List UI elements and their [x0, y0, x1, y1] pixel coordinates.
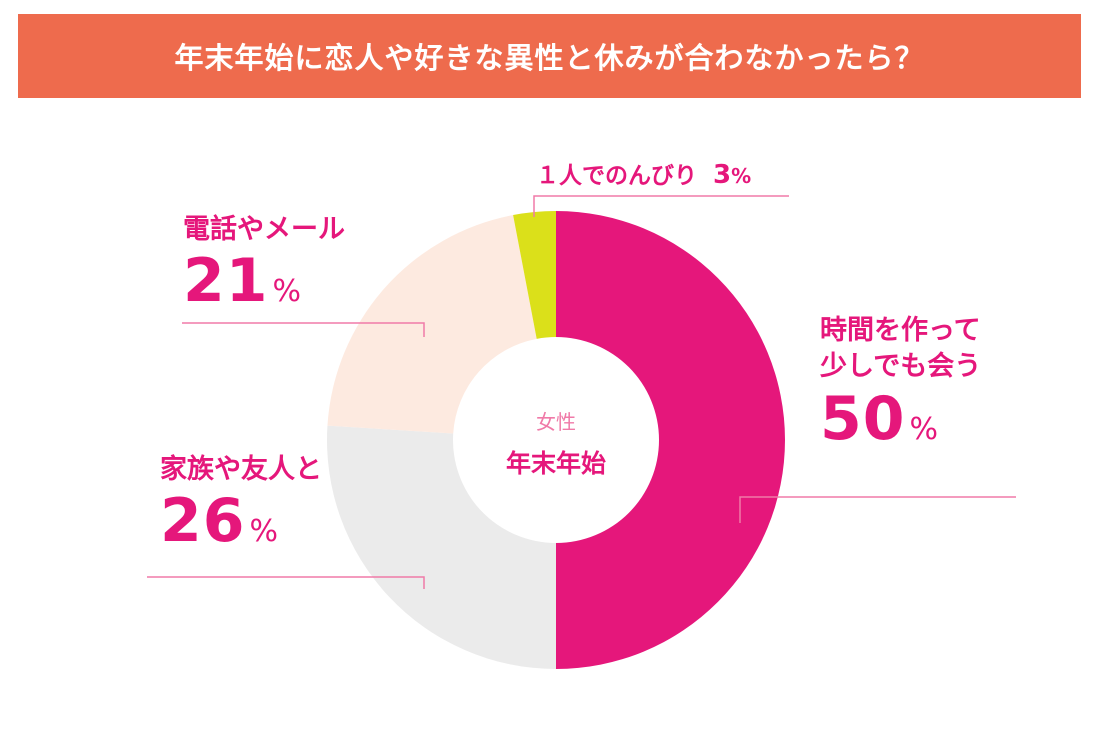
leader-line-21	[182, 322, 425, 337]
label-name: 家族や友人と	[160, 454, 322, 485]
donut-slice-1	[556, 211, 785, 669]
value-unit: %	[249, 514, 280, 550]
label-name: １人でのんびり	[536, 163, 697, 189]
value-number: 50	[820, 383, 906, 454]
value-unit: %	[731, 164, 752, 188]
label-value-21: 21%	[183, 248, 345, 314]
value-number: 26	[160, 486, 246, 557]
label-slice-3: １人でのんびり 3%	[536, 156, 751, 190]
value-number: 21	[183, 246, 269, 317]
label-value-50: 50%	[820, 386, 981, 452]
label-name-line1: 時間を作って	[820, 315, 981, 346]
label-value-26: 26%	[160, 488, 322, 554]
label-slice-50: 時間を作って 少しでも会う 50%	[820, 313, 981, 452]
label-value-3: 3%	[713, 160, 752, 190]
leader-line-26	[147, 576, 425, 589]
label-slice-26: 家族や友人と 26%	[160, 452, 322, 554]
donut-slice-4	[513, 211, 556, 339]
value-unit: %	[272, 274, 303, 310]
leader-line-50	[739, 496, 1016, 523]
center-title: 年末年始	[505, 449, 606, 478]
label-name: 電話やメール	[183, 214, 345, 245]
center-subtitle: 女性	[536, 410, 576, 434]
label-name-line2: 少しでも会う	[820, 351, 982, 383]
label-slice-21: 電話やメール 21%	[183, 212, 345, 314]
value-number: 3	[713, 160, 732, 190]
chart-title-banner: 年末年始に恋人や好きな異性と休みが合わなかったら？	[18, 14, 1081, 98]
donut-slice-3	[327, 215, 537, 434]
donut-slice-2	[327, 425, 556, 669]
value-unit: %	[909, 411, 940, 447]
leader-line-3	[533, 195, 789, 217]
